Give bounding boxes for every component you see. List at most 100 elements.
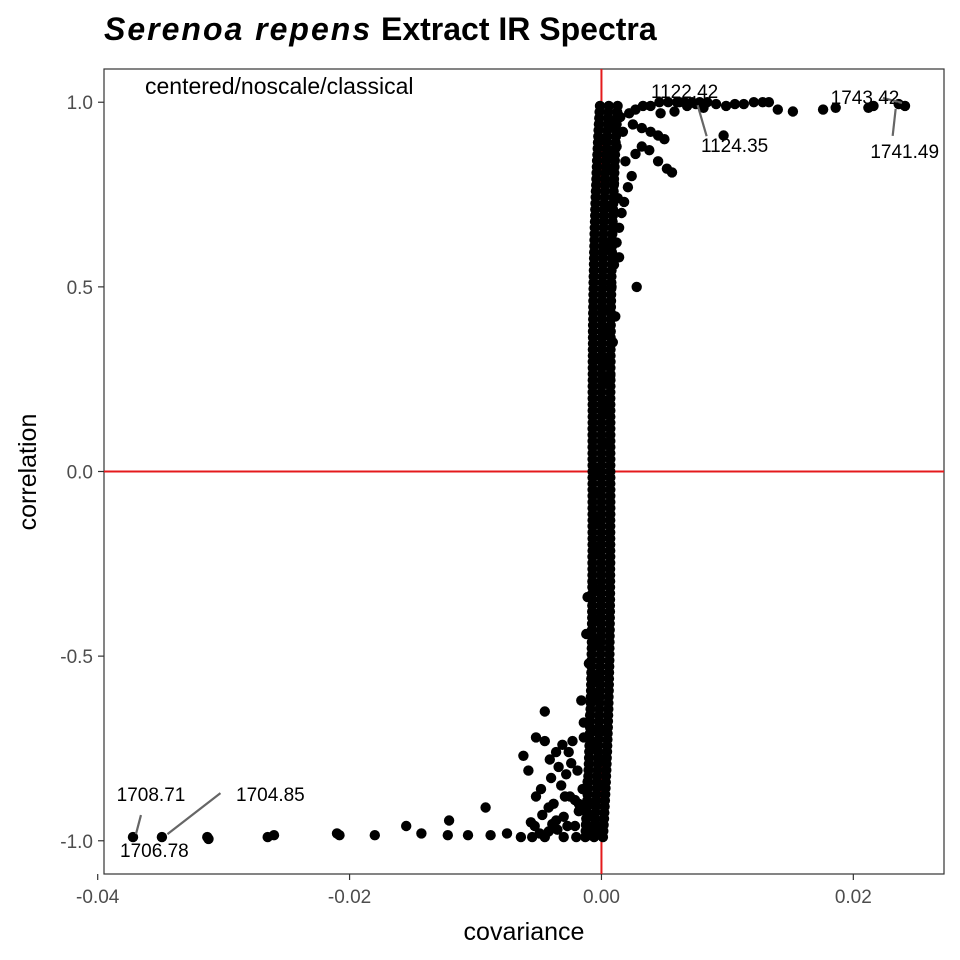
data-point-103	[645, 100, 656, 112]
data-point-139	[620, 156, 631, 167]
y-tick-label-3: 0.5	[67, 278, 93, 299]
data-point-118	[772, 104, 783, 115]
data-point-117	[763, 97, 775, 108]
data-point-130	[644, 145, 655, 156]
cluster-point-120-1	[603, 100, 614, 112]
data-point-90	[622, 182, 634, 193]
cluster-point-120-0	[594, 100, 606, 112]
y-tick-label-4: 1.0	[67, 93, 93, 114]
data-point-102	[637, 100, 649, 112]
data-point-11	[442, 830, 453, 841]
point-label-1704.85: 1704.85	[236, 785, 305, 806]
data-point-48	[566, 758, 577, 769]
data-point-111	[710, 98, 722, 110]
data-point-5	[268, 830, 280, 841]
data-point-21	[571, 831, 582, 843]
data-point-15	[485, 830, 496, 841]
data-point-30	[569, 820, 581, 832]
data-point-46	[557, 739, 568, 750]
data-point-44	[550, 746, 562, 758]
data-point-56	[563, 746, 574, 758]
leader-line-1708.71	[134, 814, 143, 835]
x-axis: -0.04 -0.02 0.00 0.02	[76, 874, 872, 908]
cluster-point-120-2	[612, 100, 623, 112]
leader-line-1741.49	[891, 108, 897, 137]
data-point-47	[561, 769, 572, 780]
data-point-127	[631, 281, 642, 293]
data-point-40	[518, 750, 529, 761]
data-point-135	[636, 122, 647, 134]
data-point-55	[539, 706, 550, 717]
x-tick-label-2: 0.00	[583, 887, 620, 908]
data-point-88	[616, 207, 627, 219]
leader-line-1124.35	[696, 104, 708, 137]
data-point-164	[525, 817, 537, 828]
data-point-160	[548, 798, 559, 809]
data-point-41	[530, 732, 542, 743]
data-point-49	[572, 765, 583, 776]
data-point-26	[537, 809, 548, 821]
data-point-7	[334, 830, 345, 841]
data-point-52	[545, 772, 557, 784]
chart-title: Serenoa repens Extract IR Spectra	[104, 11, 657, 47]
data-point-156	[562, 820, 573, 832]
central-point-cluster	[580, 100, 623, 843]
y-tick-label-0: -1.0	[60, 832, 93, 853]
data-point-131	[652, 156, 664, 167]
point-label-1741.49: 1741.49	[870, 142, 939, 163]
data-point-134	[627, 119, 639, 130]
data-point-8	[369, 830, 380, 841]
x-tick-label-3: 0.02	[835, 887, 872, 908]
data-point-123	[868, 100, 879, 112]
leader-line-1743.42	[882, 96, 903, 104]
data-point-159	[534, 828, 545, 839]
method-annotation: centered/noscale/classical	[145, 73, 413, 99]
data-point-119	[787, 106, 799, 117]
data-point-165	[547, 818, 558, 830]
data-point-57	[567, 735, 578, 747]
data-point-13	[462, 830, 474, 841]
data-point-105	[663, 97, 674, 108]
data-point-170	[669, 106, 680, 117]
data-point-126	[718, 130, 729, 141]
y-axis: -1.0 -0.5 0.0 0.5 1.0	[60, 93, 104, 853]
data-point-114	[738, 98, 749, 110]
data-point-53	[535, 783, 547, 795]
data-point-32	[556, 780, 567, 791]
data-point-169	[698, 102, 709, 114]
data-point-29	[558, 811, 569, 822]
data-point-20	[558, 831, 569, 843]
data-point-162	[569, 794, 581, 806]
data-point-0	[127, 831, 139, 843]
data-point-14	[480, 802, 491, 813]
data-point-60	[576, 695, 587, 706]
x-tick-label-1: -0.02	[328, 887, 371, 908]
data-point-120	[817, 104, 829, 115]
data-point-25	[530, 791, 542, 802]
data-point-10	[416, 828, 427, 839]
data-point-1	[156, 831, 168, 843]
chart-title-italic: Serenoa repens	[104, 11, 372, 47]
data-point-115	[748, 97, 759, 108]
data-points	[127, 97, 911, 845]
point-label-1122.42: 1122.42	[651, 82, 718, 103]
data-point-138	[659, 134, 670, 145]
data-point-104	[654, 97, 665, 108]
chart-title-rest: Extract IR Spectra	[372, 11, 657, 47]
data-point-45	[553, 761, 564, 773]
point-label-1124.35: 1124.35	[701, 136, 768, 157]
data-point-12	[443, 815, 455, 826]
data-point-54	[523, 765, 534, 776]
y-tick-label-2: 0.0	[67, 463, 93, 484]
point-label-1706.78: 1706.78	[120, 841, 189, 862]
point-labels: 1122.42 1124.35 1743.42 1741.49 1708.71 1704.…	[117, 82, 939, 862]
data-point-91	[626, 170, 637, 182]
data-point-167	[681, 100, 693, 112]
point-label-1708.71: 1708.71	[117, 785, 186, 806]
x-tick-label-0: -0.04	[76, 887, 120, 908]
y-tick-label-1: -0.5	[60, 647, 93, 668]
data-point-43	[544, 754, 555, 765]
data-point-16	[501, 828, 513, 839]
data-point-128	[630, 148, 641, 160]
